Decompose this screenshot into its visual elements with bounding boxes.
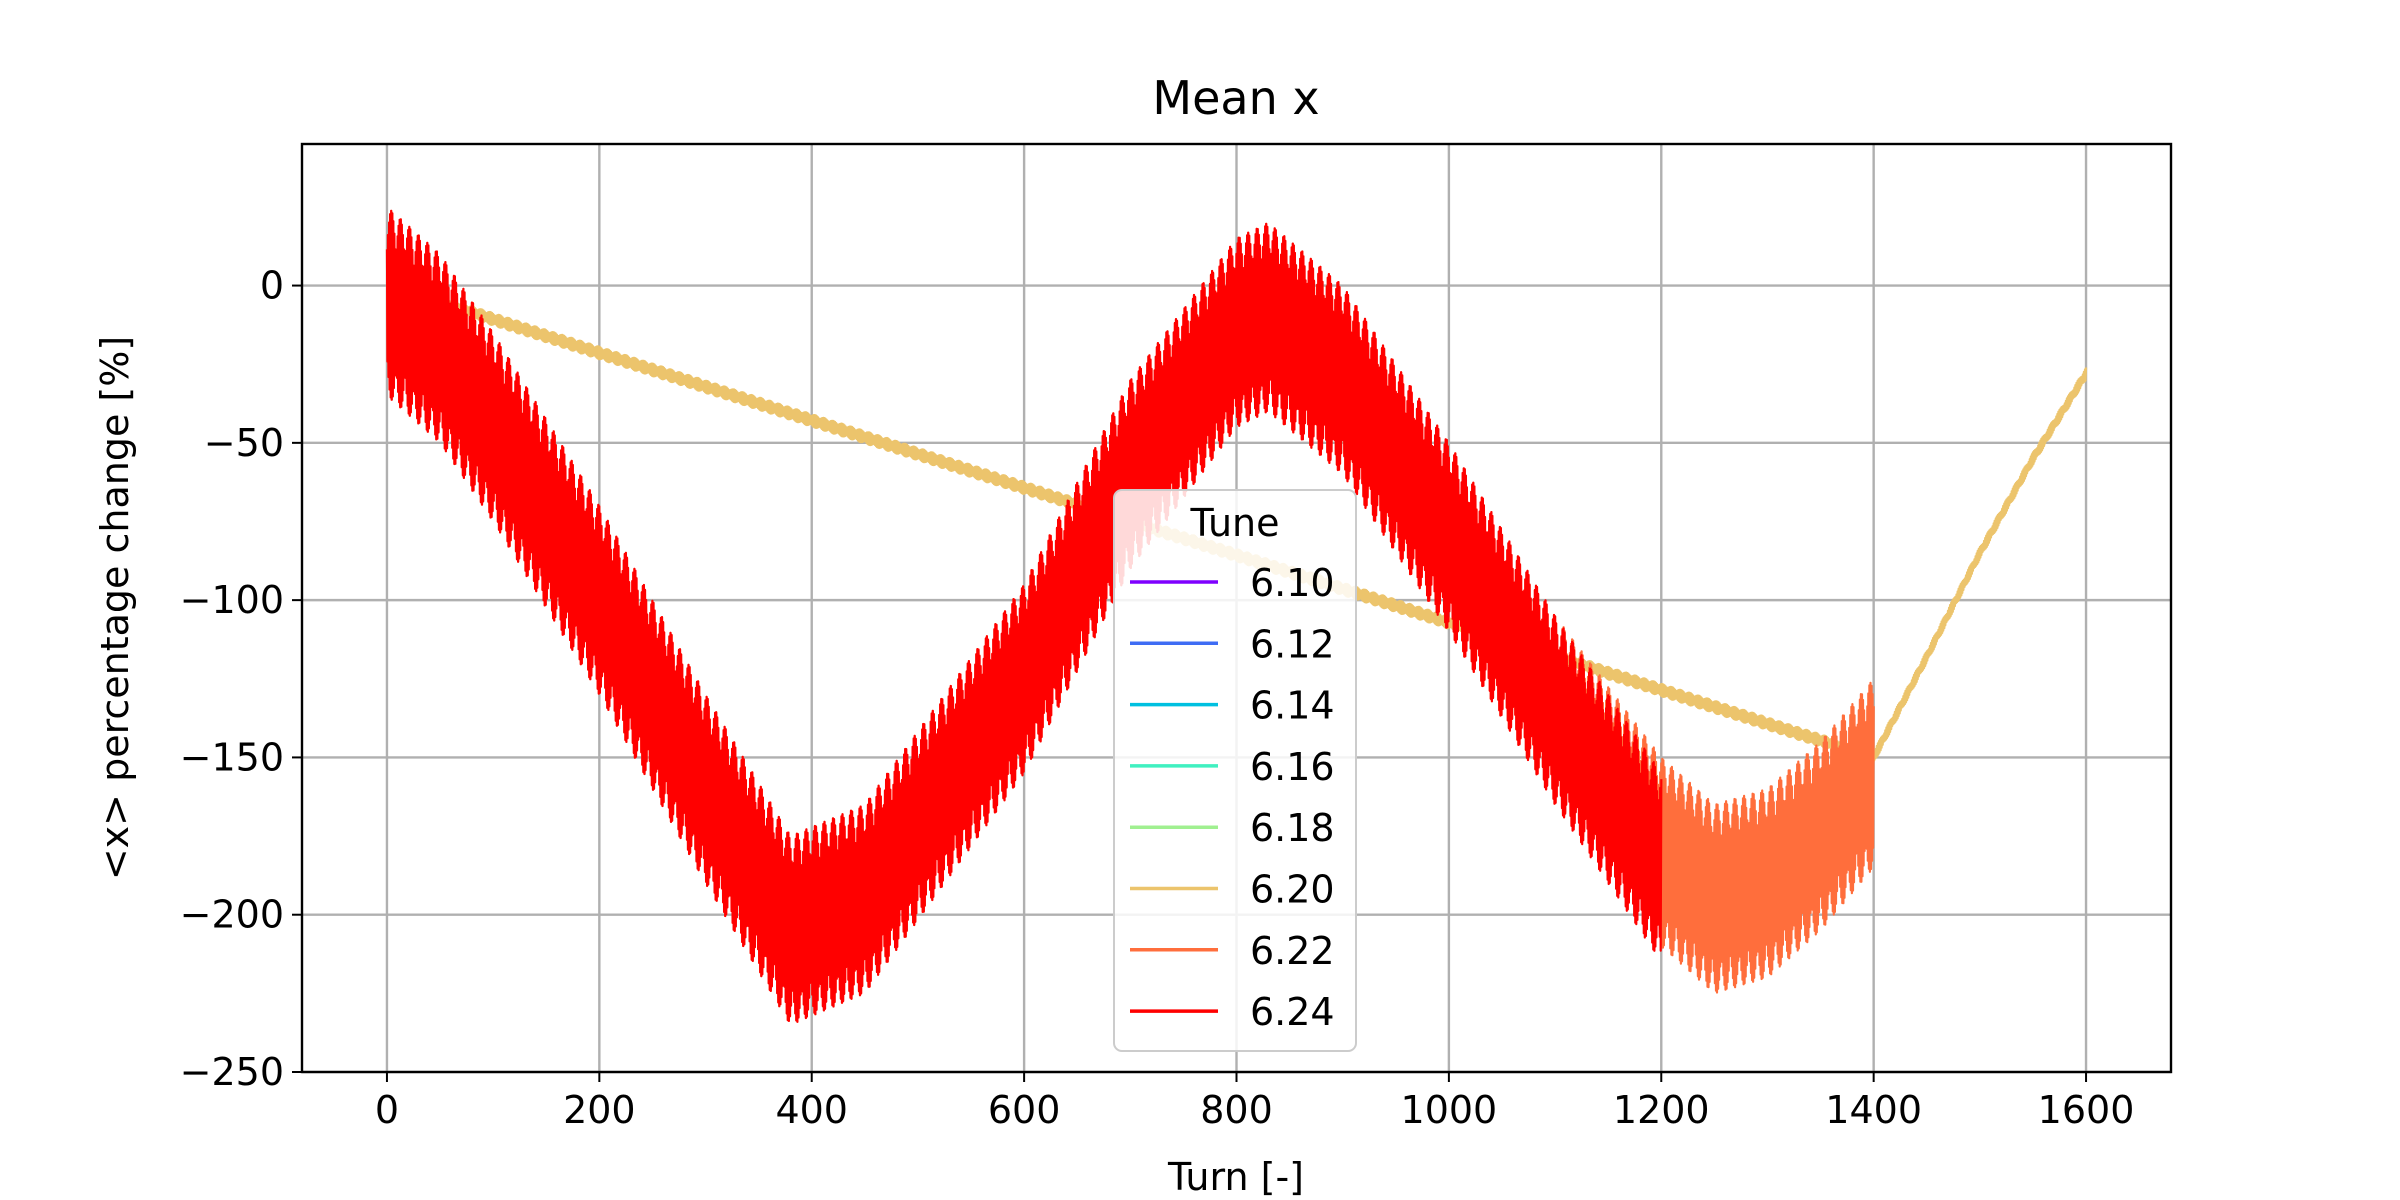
legend-label-6-10: 6.10	[1250, 561, 1335, 605]
legend: Tune 6.10 6.12 6.14 6.16 6.18 6.20 6.22 6.24	[1113, 489, 1357, 1052]
x-tick-label: 1400	[1825, 1088, 1922, 1132]
y-tick-label: −250	[180, 1050, 284, 1094]
legend-title: Tune	[1190, 501, 1280, 545]
y-tick-label: −100	[180, 578, 284, 622]
x-tick-label: 800	[1200, 1088, 1273, 1132]
x-tick-label: 1000	[1401, 1088, 1498, 1132]
legend-label-6-22: 6.22	[1250, 929, 1335, 973]
legend-label-6-12: 6.12	[1250, 622, 1335, 666]
x-tick-label: 600	[988, 1088, 1061, 1132]
x-axis-label: Turn [-]	[1167, 1155, 1304, 1199]
x-tick-label: 400	[775, 1088, 848, 1132]
legend-label-6-16: 6.16	[1250, 745, 1335, 789]
legend-label-6-14: 6.14	[1250, 684, 1335, 728]
x-tick-label: 200	[563, 1088, 636, 1132]
legend-label-6-18: 6.18	[1250, 806, 1335, 850]
y-tick-label: −50	[204, 421, 284, 465]
chart-title: Mean x	[1152, 71, 1319, 125]
x-tick-label: 0	[375, 1088, 399, 1132]
y-tick-label: 0	[260, 264, 284, 308]
x-tick-label: 1200	[1613, 1088, 1710, 1132]
y-tick-label: −150	[180, 735, 284, 779]
x-tick-label: 1600	[2038, 1088, 2135, 1132]
y-tick-label: −200	[180, 893, 284, 937]
legend-label-6-24: 6.24	[1250, 990, 1335, 1034]
series-line-6-24	[385, 209, 1663, 1023]
x-axis: 0 200 400 600 800 1000 1200 1400 1600	[375, 1072, 2135, 1132]
y-axis: −250 −200 −150 −100 −50 0	[180, 264, 302, 1094]
legend-label-6-20: 6.20	[1250, 868, 1335, 912]
legend-box	[1113, 489, 1357, 1052]
y-axis-label: <x> percentage change [%]	[93, 336, 137, 880]
